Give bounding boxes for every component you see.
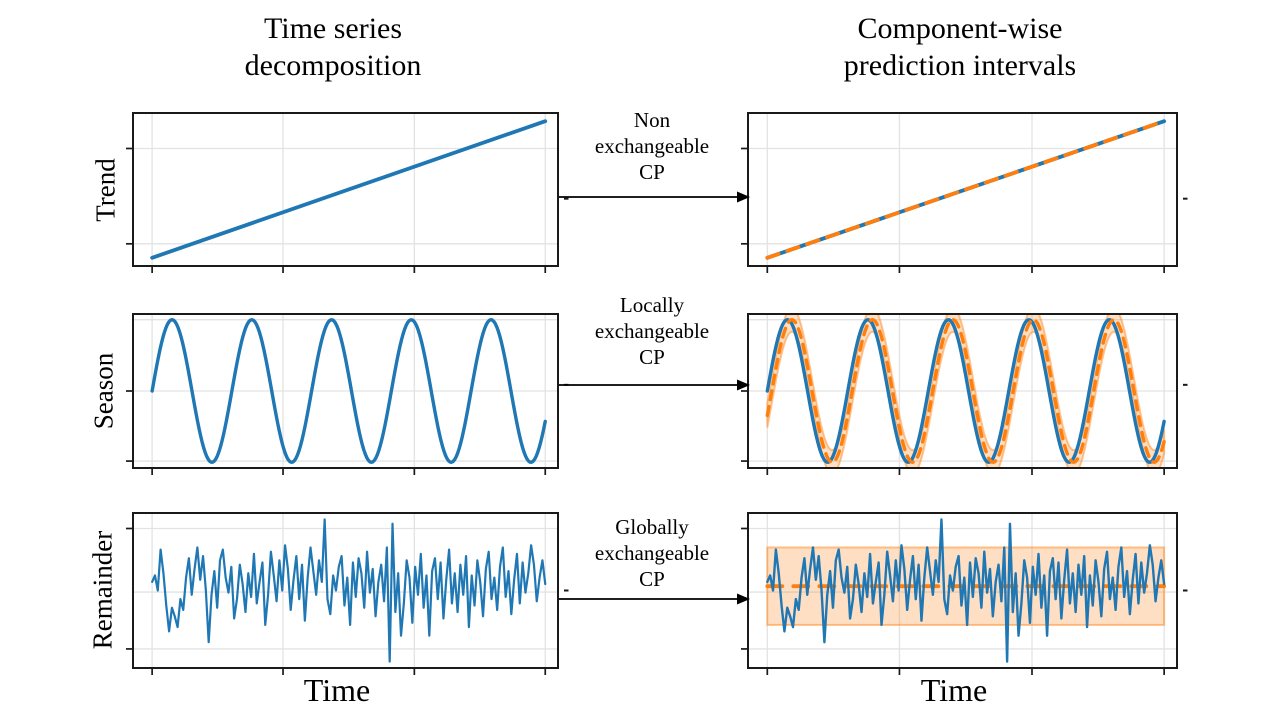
arrow-label-line: exchangeable [594,134,710,158]
right-arrow-icon [559,379,750,391]
right-column-title-line2: prediction intervals [843,49,1077,82]
left-column-title-line2: decomposition [244,49,422,82]
trend-prediction-plot [741,112,1188,273]
season-prediction-plot [741,313,1188,475]
arrow-label-line: Non [633,108,671,132]
remainder-decomposition-plot [126,512,569,675]
right-arrow-icon [559,593,750,605]
arrow-label-locally-exchangeable-cp: Locally exchangeable CP [595,292,709,370]
right-column-title-line1: Component-wise [857,12,1063,45]
row-label-season: Season [88,352,119,430]
arrow-label-line: CP [639,567,665,591]
row-label-trend: Trend [90,158,121,222]
trend-decomposition-plot [126,112,569,273]
right-column-title: Component-wise prediction intervals [844,10,1076,84]
arrow-label-line: Locally [619,293,685,317]
arrow-label-non-exchangeable-cp: Non exchangeable CP [595,107,709,185]
arrow-label-line: exchangeable [594,541,710,565]
left-column-title-line1: Time series [263,12,403,45]
season-decomposition-plot [126,313,569,475]
left-column-title: Time series decomposition [245,10,422,84]
arrow-label-line: Globally [615,515,689,539]
right-arrow-icon [559,191,750,203]
arrow-label-line: CP [639,345,665,369]
arrow-label-globally-exchangeable-cp: Globally exchangeable CP [595,514,709,592]
arrow-label-line: CP [639,160,665,184]
remainder-prediction-plot [741,512,1188,675]
x-axis-label-right: Time [920,672,988,708]
row-label-remainder: Remainder [87,530,118,650]
x-axis-label-left: Time [303,672,371,708]
arrow-label-line: exchangeable [594,319,710,343]
